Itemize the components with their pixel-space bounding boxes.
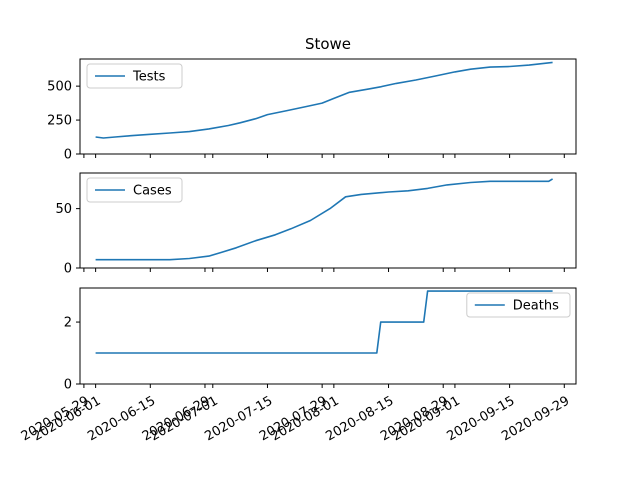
legend: Cases (86, 177, 183, 203)
chart-title: Stowe (305, 35, 351, 53)
legend-box (466, 292, 571, 318)
y-tick-label: 2 (64, 316, 72, 331)
legend: Tests (86, 63, 183, 89)
legend-label: Deaths (513, 299, 559, 314)
y-tick-label: 0 (64, 148, 72, 163)
legend-label: Tests (132, 70, 166, 85)
axes-frame (79, 58, 577, 155)
x-axis: 2020-05-292020-06-012020-06-152020-06-29… (19, 394, 572, 445)
legend: Deaths (466, 292, 571, 318)
panel-1: 0 50 Cases (55, 172, 577, 277)
y-tick-label: 0 (64, 378, 72, 393)
axes-frame (79, 172, 577, 269)
chart-panels: 0 250 500 Tests 0 50 Cases 0 2 Deaths (47, 58, 577, 393)
series-line-tests (95, 61, 553, 139)
legend-box (86, 63, 183, 89)
legend-box (86, 177, 183, 203)
series-line-deaths (95, 290, 553, 354)
series-line-cases (95, 178, 554, 261)
panel-0: 0 250 500 Tests (47, 58, 577, 163)
y-tick-label: 50 (55, 202, 72, 217)
y-tick-label: 250 (47, 114, 72, 129)
legend-label: Cases (133, 184, 172, 199)
panel-2: 0 2 Deaths (64, 287, 577, 393)
y-tick-label: 0 (64, 262, 72, 277)
y-tick-label: 500 (47, 80, 72, 95)
axes-frame (79, 287, 577, 385)
